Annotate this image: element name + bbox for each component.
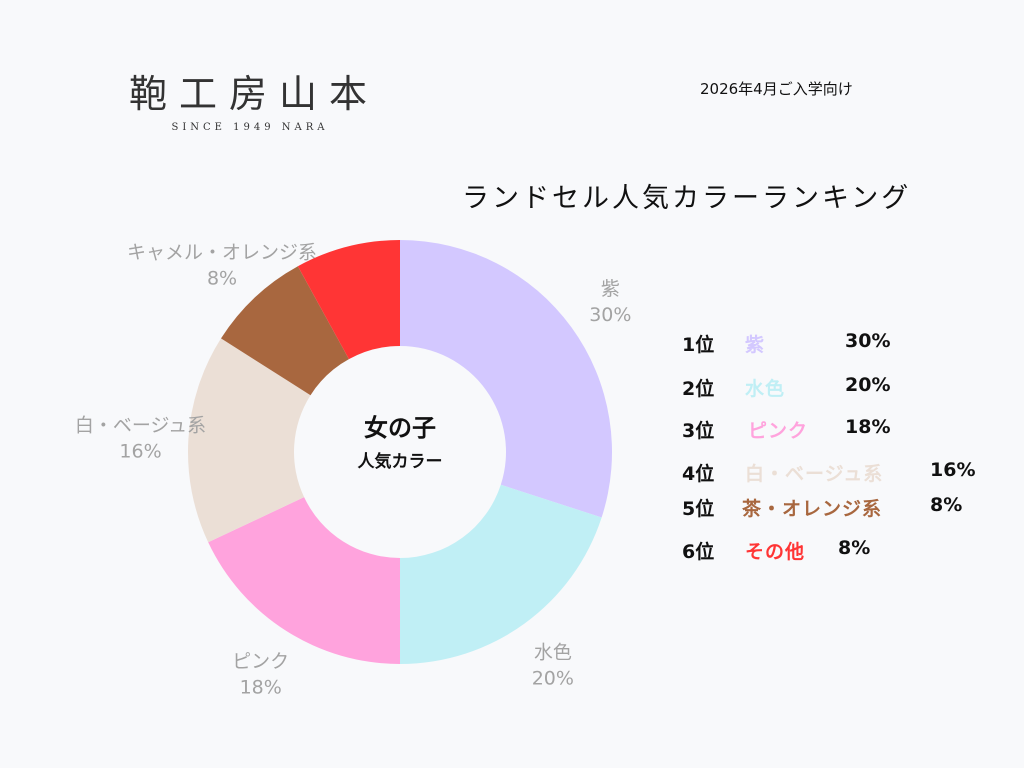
legend-color-name: 水色	[745, 378, 786, 400]
legend-percent: 8%	[930, 494, 963, 516]
pie-slice	[400, 484, 602, 664]
legend-percent: 8%	[838, 537, 871, 559]
date-note: 2026年4月ご入学向け	[700, 80, 853, 98]
pie-slice	[400, 240, 612, 518]
slice-value-label: 18%	[240, 677, 282, 699]
brand-tagline: SINCE 1949 NARA	[171, 122, 329, 133]
legend-color-name: その他	[745, 541, 806, 563]
legend-percent: 20%	[845, 374, 891, 396]
pie-slice	[208, 497, 400, 664]
legend-percent: 16%	[930, 459, 976, 481]
slice-value-label: 16%	[119, 441, 161, 463]
legend-color-name: 白・ベージュ系	[745, 463, 884, 485]
legend-color-name: 茶・オレンジ系	[742, 498, 883, 520]
center-sub-label: 人気カラー	[357, 452, 443, 472]
legend-rank: 4位	[682, 463, 715, 485]
chart-title: ランドセル人気カラーランキング	[462, 183, 912, 214]
pie-slice	[297, 240, 400, 360]
legend-percent: 30%	[845, 330, 891, 352]
slice-label: ピンク	[232, 651, 289, 673]
pie-slice	[188, 338, 311, 543]
legend-rank: 3位	[682, 420, 715, 442]
slice-value-label: 8%	[207, 267, 237, 289]
slice-label: 水色	[534, 641, 572, 663]
donut-center: 女の子 人気カラー	[300, 410, 500, 476]
brand-logo: 鞄工房山本 SINCE 1949 NARA	[104, 70, 404, 133]
pie-slice	[221, 266, 349, 396]
center-main-label: 女の子	[364, 414, 436, 442]
slice-value-label: 30%	[589, 304, 631, 326]
legend-color-name: 紫	[745, 334, 766, 356]
slice-value-label: 20%	[532, 667, 574, 689]
legend-percent: 18%	[845, 416, 891, 438]
slice-label: キャメル・オレンジ系	[127, 241, 317, 263]
brand-name: 鞄工房山本	[128, 72, 379, 116]
slice-label: 白・ベージュ系	[75, 415, 206, 437]
legend-rank: 2位	[682, 378, 715, 400]
legend-color-name: ピンク	[748, 420, 809, 442]
legend-rank: 5位	[682, 498, 715, 520]
legend-rank: 1位	[682, 334, 715, 356]
legend-rank: 6位	[682, 541, 715, 563]
slice-label: 紫	[601, 278, 620, 300]
